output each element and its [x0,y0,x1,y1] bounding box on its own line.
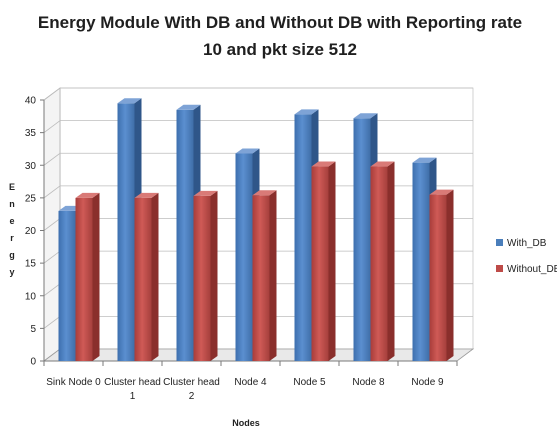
y-tick-label: 40 [25,96,37,107]
y-axis-label-letter: e [9,216,14,226]
x-tick-label: Cluster head 2 [163,377,220,402]
bar-without-db [75,192,100,361]
x-tick-label: Node 8 [352,377,385,388]
bar-side-face [92,192,100,361]
legend-swatch [496,265,503,272]
x-tick-label: Node 9 [411,377,444,388]
bar-front-face [58,210,76,361]
legend: With_DB Without_DB [496,238,557,275]
y-axis-label-letter: y [9,267,14,277]
bar-top-face [134,192,159,198]
bar-without-db [193,190,218,361]
x-tick-label: Cluster head 1 [104,377,161,402]
bar-side-face [446,189,454,361]
bar-top-face [176,104,201,110]
bar-front-face [370,166,388,361]
bar-top-face [311,161,336,167]
gridline [43,152,473,166]
bar-front-face [429,194,447,361]
chart-title-line-2: 10 and pkt size 512 [203,40,357,59]
x-axis-label: Nodes [232,418,260,428]
y-tick-label: 0 [30,357,36,368]
bar-top-face [75,192,100,198]
bar-top-face [252,190,277,196]
bar-without-db [252,190,277,361]
legend-label: Without_DB [507,264,557,275]
y-axis-label-letter: r [10,233,14,243]
x-tick-label: Node 4 [234,377,267,388]
bar-top-face [370,161,395,167]
bar-without-db [370,161,395,361]
bar-front-face [294,114,312,361]
bar-front-face [311,166,329,361]
bar-front-face [353,118,371,362]
y-axis-label-letter: E [9,182,15,192]
x-tick-label: Sink Node 0 [46,377,101,388]
bar-top-face [294,109,319,115]
bar-side-face [387,161,395,361]
x-tick-label: Node 5 [293,377,326,388]
y-tick-label: 15 [25,259,37,270]
bar-side-face [328,161,336,361]
bar-front-face [134,197,152,361]
bar-front-face [235,153,253,361]
bars [58,98,454,362]
bar-side-face [151,192,159,361]
bar-front-face [117,103,135,361]
bar-without-db [134,192,159,361]
bar-top-face [353,113,378,119]
y-axis-label-letter: n [9,199,15,209]
legend-swatch [496,239,503,246]
chart-title: Energy Module With DB and Without DB wit… [38,13,522,59]
y-tick-label: 5 [30,324,36,335]
bar-top-face [117,98,142,104]
bar-without-db [311,161,336,361]
y-tick-label: 30 [25,161,37,172]
y-axis-label: Energy [9,182,15,277]
bar-top-face [412,157,437,163]
y-tick-label: 25 [25,193,37,204]
bar-side-face [210,190,218,361]
bar-top-face [429,189,454,195]
bar-front-face [193,195,211,361]
y-axis-label-letter: g [9,250,15,260]
bar-top-face [193,190,218,196]
legend-label: With_DB [507,238,547,249]
y-tick-label: 10 [25,291,37,302]
bar-front-face [252,195,270,361]
bar-top-face [235,148,260,154]
chart-title-line-1: Energy Module With DB and Without DB wit… [38,13,522,32]
bar-front-face [412,162,430,361]
bar-front-face [75,197,93,361]
bar-front-face [176,109,194,361]
gridline [43,120,473,133]
bar-side-face [269,190,277,361]
y-tick-label: 35 [25,128,37,139]
y-axis-ticks: 0 5 10 15 20 25 30 35 40 [25,96,44,368]
bar-without-db [429,189,454,361]
gridline [43,87,473,101]
y-tick-label: 20 [25,226,37,237]
